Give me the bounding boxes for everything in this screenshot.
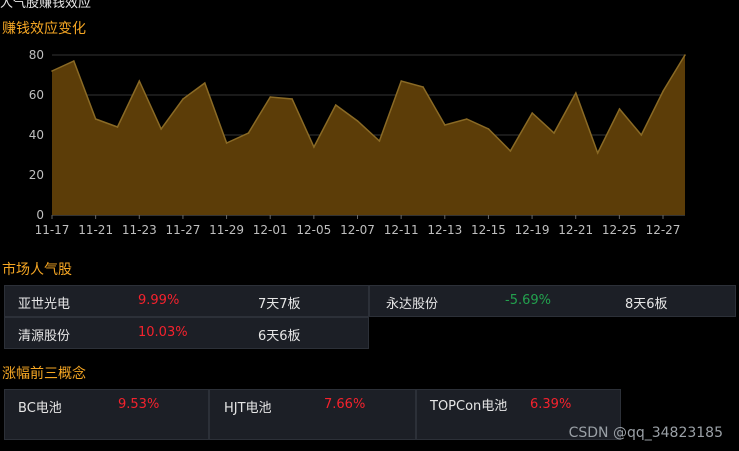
stock-change: 9.99% <box>138 293 180 308</box>
x-tick-label: 12-13 <box>427 223 462 237</box>
concept-change: 6.39% <box>530 397 572 412</box>
x-tick-label: 12-07 <box>340 223 375 237</box>
concept-change: 9.53% <box>118 397 160 412</box>
data-point <box>247 132 250 134</box>
concept-change: 7.66% <box>324 397 366 412</box>
concept-card[interactable]: TOPCon电池 6.39% <box>416 389 621 440</box>
data-point <box>203 82 206 84</box>
y-tick-label: 20 <box>29 168 44 182</box>
popular-stock-card[interactable]: 亚世光电 9.99% 7天7板 <box>4 285 369 317</box>
x-tick-label: 11-27 <box>165 223 200 237</box>
data-point <box>269 96 272 98</box>
concept-name: BC电池 <box>18 401 62 416</box>
data-point <box>291 98 293 100</box>
data-point <box>160 128 162 130</box>
concept-card[interactable]: HJT电池 7.66% <box>209 389 416 440</box>
concept-card[interactable]: BC电池 9.53% <box>4 389 209 440</box>
concept-name: HJT电池 <box>224 401 272 416</box>
popular-stock-card[interactable]: 清源股份 10.03% 6天6板 <box>4 317 369 349</box>
data-point <box>422 86 424 88</box>
stock-change: -5.69% <box>505 293 551 308</box>
data-point <box>116 126 119 128</box>
data-point <box>400 80 403 82</box>
x-tick-label: 11-21 <box>78 223 113 237</box>
popular-stocks-title: 市场人气股 <box>2 262 72 278</box>
stock-name: 永达股份 <box>386 297 439 312</box>
data-point <box>378 140 381 142</box>
data-point <box>553 132 555 134</box>
data-point <box>618 108 621 110</box>
stock-streak: 7天7板 <box>258 297 301 312</box>
x-tick-label: 11-29 <box>209 223 244 237</box>
data-point <box>662 90 664 92</box>
data-point <box>51 70 53 72</box>
data-point <box>684 54 686 56</box>
concepts-title: 涨幅前三概念 <box>2 366 86 382</box>
stock-change: 10.03% <box>138 325 188 340</box>
data-point <box>138 80 141 82</box>
data-point <box>487 128 490 130</box>
money-effect-title: 赚钱效应变化 <box>2 21 86 37</box>
x-tick-label: 12-05 <box>296 223 331 237</box>
data-point <box>640 134 643 136</box>
data-point <box>356 120 359 122</box>
x-tick-label: 12-11 <box>384 223 419 237</box>
x-tick-label: 12-25 <box>602 223 637 237</box>
watermark: CSDN @qq_34823185 <box>568 425 723 441</box>
y-tick-label: 80 <box>29 48 44 62</box>
x-tick-label: 11-17 <box>35 223 70 237</box>
y-tick-label: 40 <box>29 128 44 142</box>
stock-streak: 6天6板 <box>258 329 301 344</box>
data-point <box>182 98 184 100</box>
stock-name: 亚世光电 <box>18 297 71 312</box>
x-tick-label: 11-23 <box>122 223 157 237</box>
data-point <box>225 142 228 144</box>
x-tick-label: 12-15 <box>471 223 506 237</box>
concept-name: TOPCon电池 <box>430 399 508 414</box>
area-fill <box>52 55 685 215</box>
y-tick-label: 0 <box>36 208 44 222</box>
data-point <box>465 118 468 120</box>
popular-stock-card[interactable]: 永达股份 -5.69% 8天6板 <box>369 285 736 317</box>
data-point <box>575 92 577 94</box>
money-effect-chart: 0 20 40 60 80 11-17 11-21 11-23 11-27 11-29 12-01 1… <box>29 48 686 237</box>
data-point <box>334 104 337 106</box>
x-tick-label: 12-21 <box>558 223 593 237</box>
x-tick-label: 12-27 <box>646 223 681 237</box>
stock-name: 清源股份 <box>18 329 71 344</box>
x-tick-label: 12-19 <box>515 223 550 237</box>
data-point <box>444 124 446 126</box>
data-point <box>94 118 97 120</box>
series-line <box>51 54 686 155</box>
stock-streak: 8天6板 <box>625 297 668 312</box>
data-point <box>313 146 315 148</box>
data-point <box>509 150 512 152</box>
top-clipped-text: 人气股赚钱效应 <box>0 0 92 11</box>
x-tick-label: 12-01 <box>253 223 288 237</box>
data-point <box>73 60 75 62</box>
y-tick-label: 60 <box>29 88 44 102</box>
data-point <box>531 112 534 114</box>
data-point <box>596 152 599 154</box>
